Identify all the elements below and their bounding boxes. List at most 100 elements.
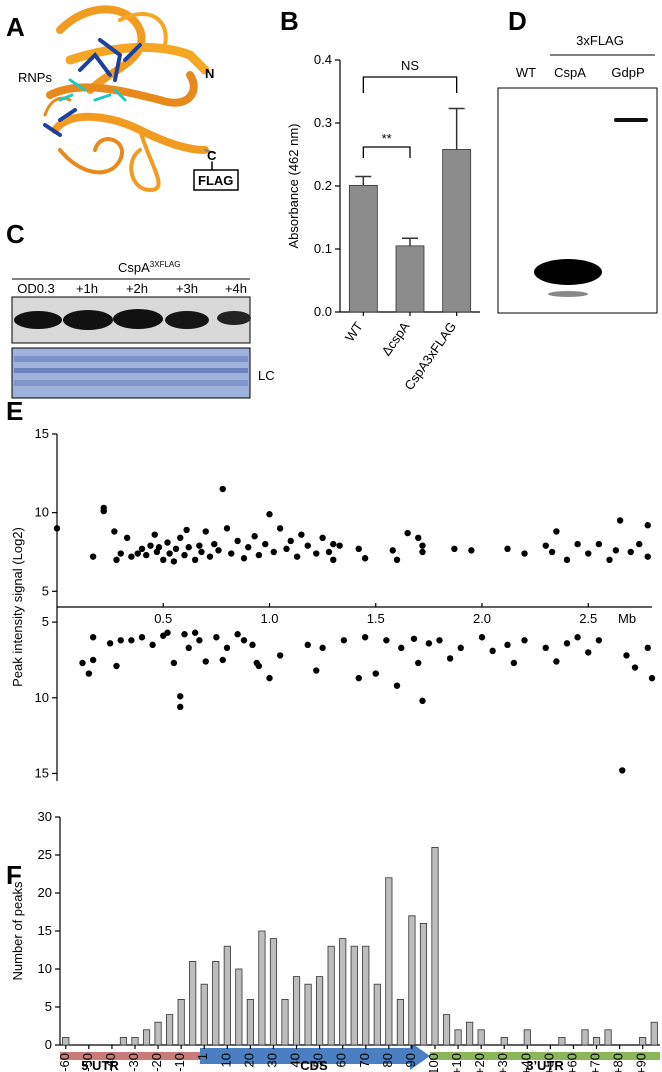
- y-tick-label: 5: [42, 614, 49, 629]
- y-tick-label: 0.0: [314, 304, 332, 319]
- label-n-terminus: N: [205, 66, 214, 81]
- point: [553, 528, 560, 535]
- point: [325, 548, 333, 556]
- point: [79, 659, 86, 667]
- point: [276, 652, 284, 659]
- point: [262, 540, 269, 548]
- point: [330, 556, 337, 564]
- point: [415, 534, 422, 541]
- point: [372, 670, 379, 677]
- region-label: 3’UTR: [526, 1058, 564, 1072]
- label-c-terminus: C: [207, 148, 217, 163]
- x-tick-label: 1.0: [260, 611, 278, 626]
- bar: [373, 983, 381, 1046]
- point: [196, 637, 203, 644]
- x-tick-label: 90: [403, 1053, 418, 1067]
- x-tick-label: +50: [541, 1053, 556, 1072]
- point: [355, 545, 362, 553]
- point: [255, 551, 263, 559]
- point: [143, 551, 150, 559]
- point: [240, 555, 248, 562]
- y-tick-label: 10: [35, 690, 49, 705]
- region-label: 5’UTR: [81, 1058, 119, 1072]
- x-tick-label: +10: [449, 1053, 464, 1072]
- point: [134, 550, 141, 557]
- point: [631, 664, 639, 671]
- point: [404, 529, 411, 537]
- x-tick-label: -40: [103, 1053, 118, 1072]
- bar: [119, 1037, 128, 1046]
- point: [542, 644, 549, 652]
- point: [181, 631, 188, 638]
- point: [85, 670, 93, 677]
- point: [425, 640, 433, 647]
- bar: [558, 1037, 566, 1046]
- x-tick-label: +60: [564, 1053, 579, 1072]
- bar: [477, 1029, 485, 1046]
- x-tick-label: WT: [342, 319, 366, 344]
- point: [240, 637, 248, 644]
- bar: [177, 999, 185, 1046]
- lane-label: OD0.3: [17, 281, 55, 296]
- blot-image: [11, 296, 251, 344]
- point: [89, 656, 97, 664]
- point: [228, 550, 235, 557]
- point: [160, 556, 167, 564]
- point: [172, 545, 180, 553]
- point: [191, 629, 199, 636]
- point: [383, 637, 390, 644]
- bar: [200, 983, 208, 1046]
- label-flag: FLAG: [198, 173, 233, 188]
- point: [361, 634, 369, 641]
- bar: [454, 1029, 462, 1046]
- bar: [327, 945, 335, 1046]
- bar: [408, 915, 416, 1046]
- y-tick-label: 0.1: [314, 241, 332, 256]
- point: [510, 659, 518, 667]
- point: [627, 548, 634, 556]
- y-tick-label: 20: [38, 885, 52, 900]
- y-tick-label: 0: [45, 1037, 52, 1052]
- bar: [235, 968, 243, 1046]
- x-tick-label: -50: [80, 1053, 95, 1072]
- point: [606, 556, 613, 564]
- y-axis-label: Absorbance (462 nm): [286, 123, 301, 248]
- point: [191, 556, 199, 564]
- y-tick-label: 15: [35, 765, 49, 780]
- bar: [131, 1037, 139, 1046]
- x-tick-label: 2.0: [473, 611, 491, 626]
- point: [612, 547, 620, 554]
- gene-regions: [60, 1042, 660, 1070]
- point: [619, 767, 626, 774]
- point: [53, 525, 61, 532]
- point: [151, 531, 158, 538]
- point: [574, 634, 581, 641]
- point: [287, 537, 294, 545]
- x-tick-label: +90: [634, 1053, 649, 1072]
- bar: [316, 976, 324, 1046]
- point: [410, 635, 418, 642]
- point: [419, 542, 426, 549]
- bar: [639, 1037, 647, 1046]
- x-tick-label: 1.5: [367, 611, 385, 626]
- panel-letter: D: [508, 6, 527, 36]
- point: [113, 556, 120, 564]
- point: [389, 547, 396, 554]
- point: [393, 682, 401, 689]
- point: [196, 542, 203, 549]
- bar: [154, 1021, 162, 1046]
- point: [319, 644, 326, 652]
- lane-label: +1h: [76, 281, 98, 296]
- point: [183, 526, 190, 534]
- bar: [396, 999, 404, 1046]
- x-tick-label: +70: [588, 1053, 603, 1072]
- x-tick-label: -20: [149, 1053, 164, 1072]
- bar: [650, 1021, 658, 1046]
- point: [206, 553, 214, 560]
- blot-title: CspA3XFLAG: [118, 260, 180, 275]
- bar: [269, 938, 278, 1046]
- bar: [212, 961, 220, 1046]
- bar: [339, 938, 347, 1046]
- bracket: [362, 146, 411, 158]
